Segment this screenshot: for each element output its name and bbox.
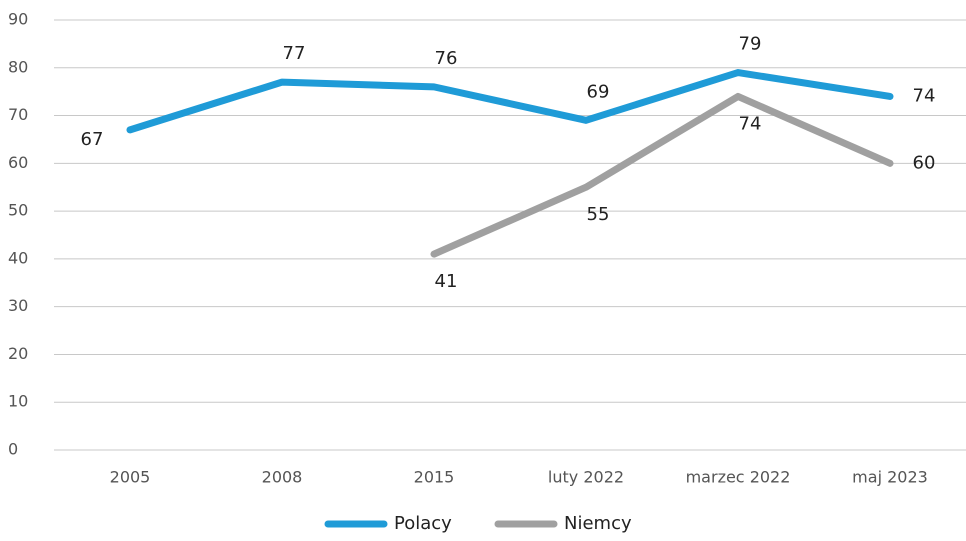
data-label: 69 [587, 81, 610, 102]
data-label: 60 [913, 152, 936, 173]
x-tick-label: 2008 [262, 468, 303, 487]
x-tick-label: maj 2023 [852, 468, 928, 487]
y-tick-label: 80 [8, 57, 28, 76]
legend-label: Niemcy [564, 513, 632, 534]
series-line [126, 69, 894, 134]
x-tick-label: 2015 [414, 468, 455, 487]
legend-label: Polacy [394, 513, 452, 534]
y-tick-label: 0 [8, 440, 18, 459]
y-tick-label: 90 [8, 10, 28, 29]
x-tick-label: luty 2022 [548, 468, 624, 487]
y-tick-label: 50 [8, 201, 28, 220]
x-tick-label: 2005 [110, 468, 151, 487]
legend: Polacy Niemcy [324, 513, 632, 534]
data-label: 55 [587, 204, 610, 225]
data-label: 76 [435, 48, 458, 69]
data-label: 79 [739, 34, 762, 55]
data-label: 67 [81, 129, 104, 150]
y-tick-label: 30 [8, 296, 28, 315]
data-label: 74 [913, 85, 936, 106]
data-label: 74 [739, 113, 762, 134]
y-tick-label: 60 [8, 153, 28, 172]
data-label: 41 [435, 271, 458, 292]
y-tick-label: 20 [8, 344, 28, 363]
x-tick-label: marzec 2022 [686, 468, 791, 487]
series-line [430, 92, 894, 258]
y-tick-label: 10 [8, 392, 28, 411]
data-label: 77 [283, 43, 306, 64]
y-tick-label: 40 [8, 248, 28, 267]
y-tick-label: 70 [8, 105, 28, 124]
